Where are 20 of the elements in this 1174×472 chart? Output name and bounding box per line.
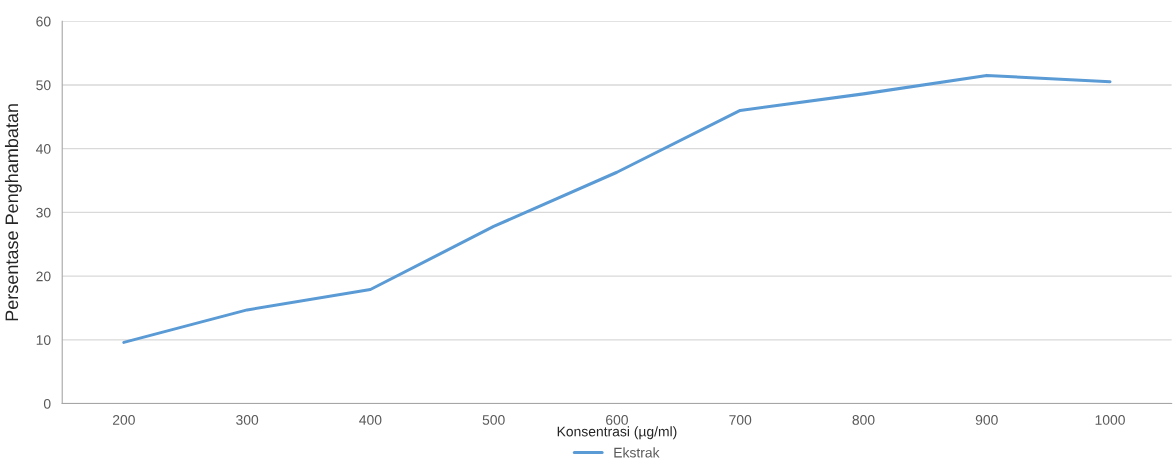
y-tick-label: 30 (36, 207, 51, 218)
y-tick-label: 0 (43, 398, 51, 409)
x-tick-label: 1000 (1095, 415, 1125, 425)
x-tick-label: 600 (606, 415, 628, 425)
x-tick-label: 500 (482, 415, 505, 425)
legend-label: Ekstrak (614, 447, 660, 458)
x-tick-label: 400 (359, 415, 382, 425)
x-tick-label: 800 (852, 415, 875, 425)
line-series (122, 73, 1112, 344)
y-tick-label: 40 (35, 144, 51, 154)
y-tick-label: 20 (36, 271, 51, 282)
y-tick-label: 50 (36, 80, 51, 91)
x-tick-label: 700 (729, 415, 752, 425)
y-tick-label: 10 (36, 335, 51, 346)
y-tick-label: 60 (36, 16, 51, 27)
x-tick-label: 900 (975, 415, 998, 425)
x-axis-title: Konsentrasi (µg/ml) (557, 426, 677, 440)
y-axis-title: Persentase Penghambatan (4, 104, 22, 321)
x-tick-label: 200 (112, 415, 135, 425)
x-tick-label: 300 (236, 415, 259, 425)
